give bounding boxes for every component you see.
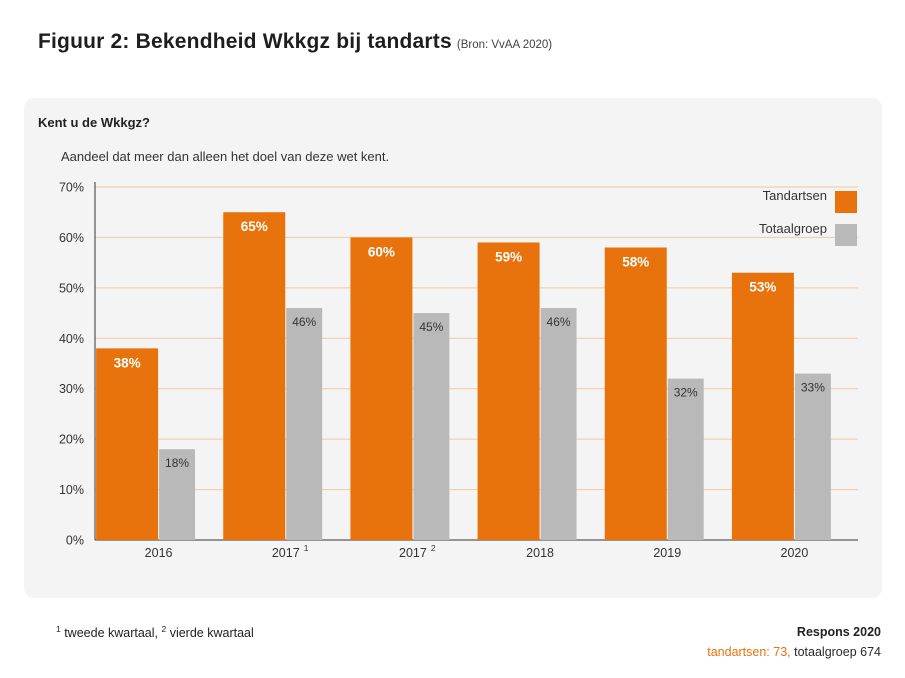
x-tick-superscript: 1 [304, 543, 309, 553]
x-tick-superscript: 2 [431, 543, 436, 553]
figure-title: Figuur 2: Bekendheid Wkkgz bij tandarts (… [38, 30, 552, 54]
y-tick-label: 70% [59, 181, 84, 195]
chart-subtitle: Aandeel dat meer dan alleen het doel van… [61, 149, 389, 164]
footnote-sup-1: 1 [56, 624, 61, 634]
response-info: Respons 2020 tandartsen: 73, totaalgroep… [707, 622, 881, 662]
x-tick-label: 2019 [653, 546, 681, 560]
bar-totaalgroep [667, 378, 704, 540]
data-label-totaalgroep: 33% [801, 381, 825, 395]
data-label-tandartsen: 58% [622, 255, 649, 270]
bar-tandartsen [604, 247, 667, 540]
y-tick-label: 60% [59, 231, 84, 245]
response-counts: tandartsen: 73, totaalgroep 674 [707, 642, 881, 662]
bar-totaalgroep [540, 308, 577, 540]
data-label-tandartsen: 65% [241, 219, 268, 234]
y-tick-label: 10% [59, 483, 84, 497]
data-label-tandartsen: 53% [749, 280, 776, 295]
data-label-totaalgroep: 46% [292, 315, 316, 329]
legend-label: Totaalgroep [759, 221, 827, 236]
bar-totaalgroep [159, 449, 196, 540]
data-label-tandartsen: 38% [114, 355, 141, 370]
y-tick-label: 30% [59, 382, 84, 396]
x-tick-label: 2017 [272, 546, 300, 560]
footnote-sup-2: 2 [161, 624, 167, 634]
y-tick-label: 0% [66, 534, 84, 548]
y-tick-label: 40% [59, 332, 84, 346]
bar-tandartsen [223, 212, 286, 540]
data-label-totaalgroep: 18% [165, 456, 189, 470]
data-label-tandartsen: 59% [495, 249, 522, 264]
data-label-totaalgroep: 46% [547, 315, 571, 329]
bar-totaalgroep [286, 308, 323, 540]
bar-tandartsen [96, 348, 159, 540]
figure-title-main: Figuur 2: Bekendheid Wkkgz bij tandarts [38, 30, 452, 53]
y-tick-label: 20% [59, 433, 84, 447]
response-dentists: tandartsen: 73, [707, 645, 791, 659]
chart-title: Kent u de Wkkgz? [38, 115, 150, 130]
response-total: totaalgroep 674 [790, 645, 881, 659]
x-tick-label: 2018 [526, 546, 554, 560]
footnote-text-2: vierde kwartaal [166, 626, 254, 641]
x-tick-label: 2016 [145, 546, 173, 560]
response-heading: Respons 2020 [796, 625, 881, 639]
data-label-totaalgroep: 45% [419, 320, 443, 334]
x-tick-label: 2020 [781, 546, 809, 560]
bar-tandartsen [350, 237, 413, 540]
figure-source: (Bron: VvAA 2020) [456, 39, 553, 51]
legend-label: Tandartsen [763, 188, 827, 203]
footnote-text-1: tweede kwartaal, [60, 626, 162, 641]
x-tick-label: 2017 [399, 546, 427, 560]
legend-swatch [835, 224, 857, 246]
bar-tandartsen [477, 242, 540, 540]
data-label-tandartsen: 60% [368, 244, 395, 259]
bar-tandartsen [731, 272, 794, 540]
footnote: 1 tweede kwartaal, 2 vierde kwartaal [56, 624, 254, 640]
bar-totaalgroep [794, 373, 831, 540]
data-label-totaalgroep: 32% [674, 386, 698, 400]
bar-totaalgroep [413, 313, 450, 540]
y-tick-label: 50% [59, 281, 84, 295]
legend-swatch [835, 191, 857, 213]
